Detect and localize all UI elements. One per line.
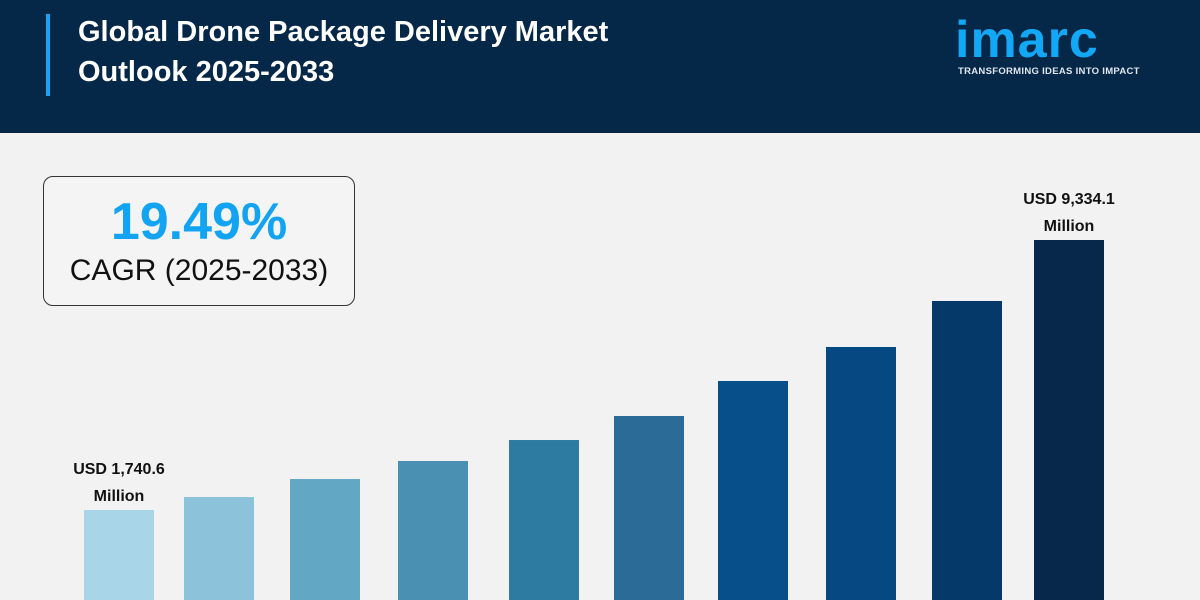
page-title: Global Drone Package Delivery Market Out… [78, 12, 778, 92]
title-line-1: Global Drone Package Delivery Market [78, 16, 609, 48]
bar-8 [932, 300, 1002, 600]
header-banner: Global Drone Package Delivery Market Out… [0, 0, 1200, 133]
title-accent-bar [46, 14, 50, 96]
bar-6 [718, 380, 788, 600]
logo-tagline: TRANSFORMING IDEAS INTO IMPACT [958, 66, 1140, 77]
bar-5 [614, 416, 684, 600]
imarc-logo: imarc [955, 11, 1099, 69]
title-line-2: Outlook 2025-2033 [78, 56, 335, 88]
bar-1 [184, 497, 254, 600]
bar-2 [290, 479, 360, 600]
cagr-box: 19.49% CAGR (2025-2033) [43, 176, 355, 306]
bar-0 [84, 510, 154, 600]
data-label-0-line-2: Million [94, 488, 145, 505]
bar-4 [509, 440, 579, 600]
data-label-0-line-1: USD 1,740.6 [73, 461, 165, 478]
cagr-value: 19.49% [110, 193, 288, 251]
data-label-9-line-2: Million [1044, 218, 1095, 235]
bar-3 [398, 460, 468, 600]
bar-9 [1034, 240, 1104, 600]
data-label-9-line-1: USD 9,334.1 [1023, 191, 1115, 208]
bar-7 [826, 346, 896, 600]
cagr-label: CAGR (2025-2033) [69, 254, 329, 287]
